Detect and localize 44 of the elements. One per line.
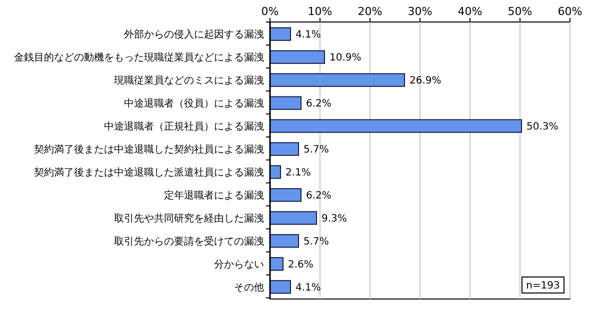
- x-tick-label: 50%: [508, 5, 532, 18]
- y-tick-label: 外部からの侵入に起因する漏洩: [124, 28, 264, 41]
- data-label: 5.7%: [304, 236, 329, 248]
- data-label: 2.1%: [286, 167, 311, 178]
- bar: [270, 257, 284, 271]
- bar: [270, 142, 299, 156]
- y-tick-label: 金銭目的などの動機をもった現職従業員などによる漏洩: [14, 52, 264, 64]
- bar: [270, 119, 522, 133]
- bar: [270, 280, 291, 294]
- bar: [270, 50, 325, 64]
- y-tick-label: その他: [234, 281, 264, 294]
- data-label: 6.2%: [306, 98, 332, 110]
- bar: [270, 165, 281, 179]
- data-label: 4.1%: [296, 30, 321, 41]
- x-tick-label: 30%: [408, 5, 432, 18]
- y-tick-label: 取引先や共同研究を経由した漏洩: [114, 212, 264, 224]
- bar: [270, 234, 299, 248]
- y-tick-label: 取引先からの要請を受けての漏洩: [114, 235, 264, 248]
- data-label: 5.7%: [304, 144, 329, 156]
- data-label: 6.2%: [306, 190, 332, 202]
- x-tick-label: 10%: [308, 5, 332, 18]
- y-tick-label: 現職従業員などのミスによる漏洩: [114, 74, 264, 87]
- y-tick-label: 分からない: [214, 258, 264, 270]
- x-tick-label: 20%: [358, 5, 382, 18]
- data-label: 26.9%: [410, 76, 442, 87]
- x-tick-label: 0%: [261, 5, 279, 18]
- x-tick-label: 60%: [558, 5, 582, 18]
- x-tick-label: 40%: [458, 5, 482, 18]
- data-label: 9.3%: [322, 213, 347, 224]
- bar: [270, 27, 291, 41]
- annotation: n=193: [526, 280, 560, 292]
- y-tick-label: 定年退職者による漏洩: [164, 189, 264, 202]
- bar: [270, 188, 302, 202]
- bar: [270, 211, 317, 225]
- data-label: 10.9%: [330, 52, 362, 64]
- y-tick-label: 中途退職者（役員）による漏洩: [124, 98, 264, 110]
- data-label: 2.6%: [288, 259, 314, 270]
- y-tick-label: 中途退職者（正規社員）による漏洩: [104, 120, 264, 133]
- y-tick-label: 契約満了後または中途退職した派遣社員による漏洩: [34, 166, 264, 178]
- bar: [270, 73, 405, 87]
- data-label: 4.1%: [296, 282, 321, 294]
- bar: [270, 96, 302, 110]
- data-label: 50.3%: [526, 122, 558, 133]
- y-tick-label: 契約満了後または中途退職した契約社員による漏洩: [34, 144, 264, 156]
